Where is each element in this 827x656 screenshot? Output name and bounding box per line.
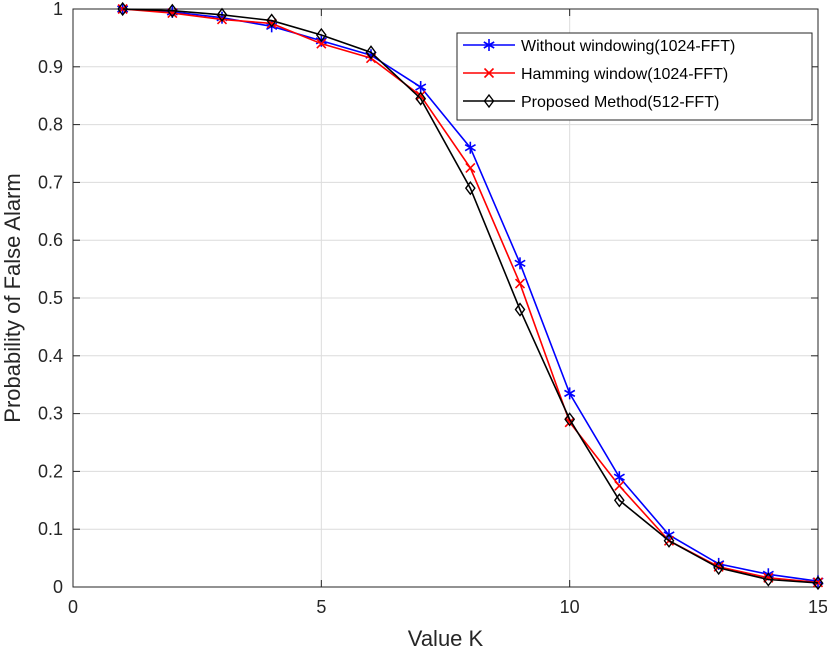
y-tick-label: 0.9: [38, 57, 63, 77]
legend-marker: [483, 67, 495, 79]
data-point: [415, 81, 427, 94]
y-tick-label: 0.4: [38, 346, 63, 366]
data-point: [613, 493, 625, 508]
data-point: [464, 181, 476, 196]
x-tick-label: 15: [808, 597, 827, 617]
y-tick-label: 0.5: [38, 288, 63, 308]
data-point: [415, 91, 427, 106]
legend-marker: [483, 39, 495, 51]
data-point: [762, 572, 774, 587]
y-axis-label: Probability of False Alarm: [0, 173, 25, 422]
y-tick-label: 0.6: [38, 230, 63, 250]
ticks: 0 5 10 15 0 0.1 0.2 0.3 0.4 0.5 0.6 0.7 0.8 0.9 1: [38, 0, 827, 617]
data-point: [564, 412, 576, 427]
data-point: [315, 27, 327, 43]
data-point: [514, 302, 526, 317]
y-tick-label: 1: [53, 0, 63, 19]
legend-marker: [483, 93, 495, 109]
x-tick-label: 0: [68, 597, 78, 617]
y-tick-label: 0: [53, 577, 63, 597]
data-point: [564, 387, 576, 400]
x-tick-label: 5: [316, 597, 326, 617]
data-point: [465, 162, 476, 174]
data-point: [316, 38, 327, 49]
legend-label: Without windowing(1024-FFT): [521, 38, 735, 55]
legend-label: Proposed Method(512-FFT): [521, 94, 719, 111]
data-point: [365, 45, 377, 60]
data-point: [613, 471, 625, 484]
data-point: [117, 1, 129, 17]
y-tick-label: 0.3: [38, 404, 63, 424]
data-point: [464, 141, 476, 154]
x-axis-label: Value K: [408, 626, 484, 651]
data-point: [266, 13, 278, 28]
y-tick-label: 0.7: [38, 172, 63, 192]
data-point: [812, 575, 824, 591]
y-tick-label: 0.8: [38, 115, 63, 135]
x-tick-label: 10: [560, 597, 580, 617]
data-point: [514, 278, 526, 289]
data-point: [713, 560, 725, 576]
y-tick-label: 0.1: [38, 519, 63, 539]
data-point: [614, 480, 625, 491]
data-point: [166, 3, 178, 18]
legend-box: [456, 32, 813, 121]
legend-label: Hamming window(1024-FFT): [521, 66, 728, 83]
data-point: [415, 90, 426, 101]
series-group: [117, 1, 824, 591]
data-point: [216, 7, 228, 22]
series-line: [122, 8, 819, 584]
legend: Without windowing(1024-FFT) Hamming windo…: [456, 32, 813, 121]
data-point: [514, 257, 526, 270]
y-tick-label: 0.2: [38, 461, 63, 481]
data-point: [663, 533, 675, 548]
